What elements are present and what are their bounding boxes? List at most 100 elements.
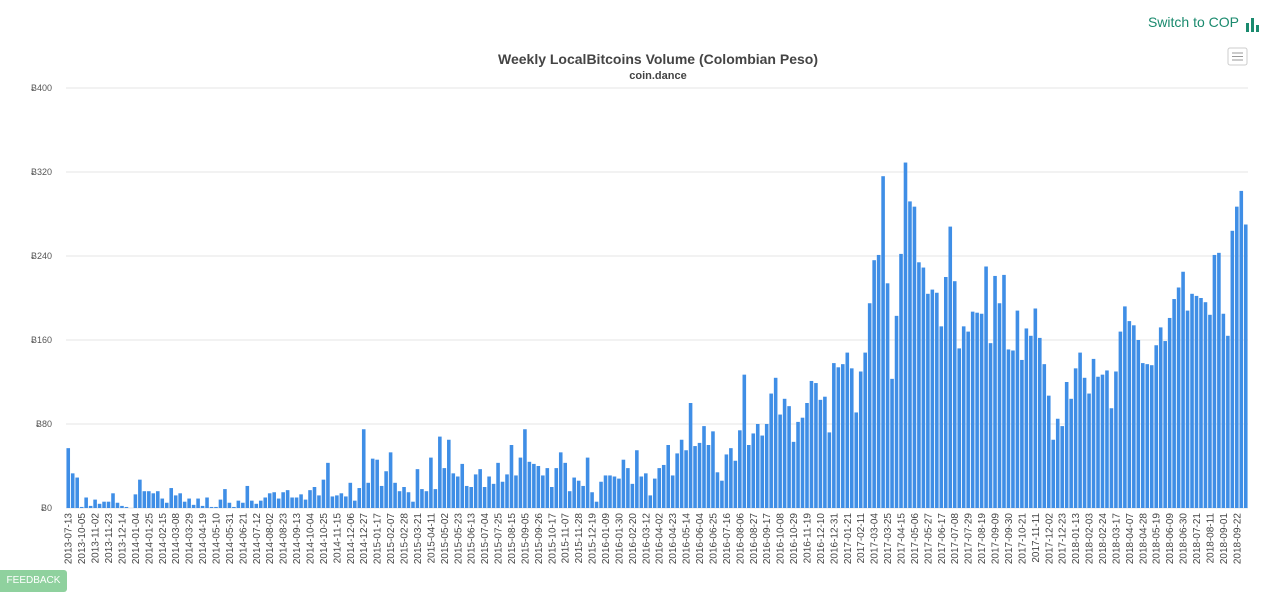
bar: [227, 502, 232, 508]
bar: [751, 433, 756, 508]
bar: [84, 497, 88, 508]
x-tick-label: 2015-06-13: [467, 513, 478, 565]
bar: [572, 477, 576, 508]
bar: [961, 326, 966, 508]
bar: [1221, 313, 1226, 508]
x-tick-label: 2016-08-06: [735, 513, 746, 565]
bar: [303, 499, 308, 508]
bar: [191, 504, 196, 508]
x-tick-label: 2017-08-19: [977, 513, 988, 565]
bar: [88, 505, 93, 508]
bar: [357, 488, 362, 508]
bar: [1082, 377, 1087, 508]
bar: [375, 459, 379, 508]
x-tick-label: 2018-09-01: [1219, 513, 1230, 565]
bar: [782, 398, 787, 508]
bar: [558, 452, 563, 508]
bar: [872, 260, 876, 508]
bar: [402, 487, 406, 508]
x-tick-label: 2016-01-09: [601, 513, 612, 565]
bar: [590, 492, 594, 508]
x-tick-label: 2014-07-12: [252, 513, 263, 565]
bar: [666, 445, 670, 508]
bar: [147, 491, 151, 508]
bar: [527, 461, 532, 508]
x-tick-label: 2014-11-15: [332, 513, 343, 564]
bar: [585, 457, 590, 508]
bar: [379, 485, 384, 508]
x-tick-label: 2017-11-11: [1031, 513, 1042, 563]
bar: [173, 495, 178, 508]
x-tick-label: 2013-11-02: [91, 513, 102, 564]
bar: [433, 489, 438, 508]
x-tick-label: 2016-01-30: [614, 513, 625, 565]
bar: [232, 506, 236, 508]
bar: [397, 491, 402, 508]
x-tick-label: 2018-06-09: [1165, 513, 1176, 565]
x-tick-label: 2017-05-06: [910, 513, 921, 565]
bar: [1181, 271, 1185, 508]
bar-icon[interactable]: [1245, 16, 1261, 32]
menu-button[interactable]: [1227, 47, 1248, 66]
bar: [943, 277, 948, 508]
x-tick-label: 2016-05-14: [682, 513, 693, 565]
bar: [800, 417, 805, 508]
bar: [993, 275, 997, 508]
y-tick-label: Ƀ160: [31, 335, 52, 345]
bar: [549, 487, 554, 508]
bar: [863, 352, 867, 508]
x-tick-label: 2013-11-23: [104, 513, 115, 564]
bar: [1051, 439, 1056, 508]
bar: [702, 426, 706, 508]
bar: [196, 498, 200, 508]
bar: [1123, 306, 1127, 508]
bar: [1149, 365, 1154, 508]
bar: [1217, 252, 1221, 508]
switch-link[interactable]: Switch to COP: [1147, 14, 1239, 30]
bar: [509, 445, 514, 508]
bar: [111, 493, 115, 508]
chart-subtitle: coin.dance: [629, 70, 686, 82]
bar: [66, 448, 71, 508]
bar: [1006, 349, 1011, 508]
x-tick-label: 2018-08-11: [1205, 513, 1216, 564]
bar: [164, 502, 169, 508]
bar: [281, 492, 285, 508]
x-tick-label: 2013-07-13: [64, 513, 75, 565]
x-tick-label: 2014-04-19: [198, 513, 209, 565]
feedback-button[interactable]: FEEDBACK: [0, 570, 67, 592]
bar: [169, 488, 174, 508]
bar: [688, 403, 693, 508]
bar: [308, 490, 312, 508]
x-tick-label: 2017-10-21: [1017, 513, 1028, 565]
bar: [626, 468, 630, 508]
x-tick-label: 2015-11-28: [574, 513, 585, 564]
bar: [254, 503, 259, 508]
y-tick-label: Ƀ320: [31, 167, 52, 177]
bar: [1167, 317, 1172, 508]
x-tick-label: 2017-03-04: [870, 513, 881, 565]
x-tick-label: 2016-06-25: [708, 513, 719, 565]
bar: [1038, 337, 1042, 508]
bar: [1042, 364, 1047, 508]
bar: [276, 498, 281, 508]
bar: [496, 462, 500, 508]
bar: [245, 485, 250, 508]
x-tick-label: 2018-07-21: [1192, 513, 1203, 565]
bar: [612, 476, 617, 508]
bar: [724, 454, 729, 508]
bar: [930, 289, 935, 508]
bar: [299, 494, 303, 508]
x-tick-label: 2017-12-23: [1058, 513, 1069, 565]
bar: [1136, 340, 1141, 508]
bar: [155, 491, 160, 508]
x-tick-label: 2017-09-30: [1004, 513, 1015, 565]
bar: [223, 489, 227, 508]
bar: [926, 293, 930, 508]
bar: [160, 498, 165, 508]
bar: [764, 424, 769, 508]
bar: [1064, 382, 1069, 508]
x-tick-label: 2015-07-25: [494, 513, 505, 565]
